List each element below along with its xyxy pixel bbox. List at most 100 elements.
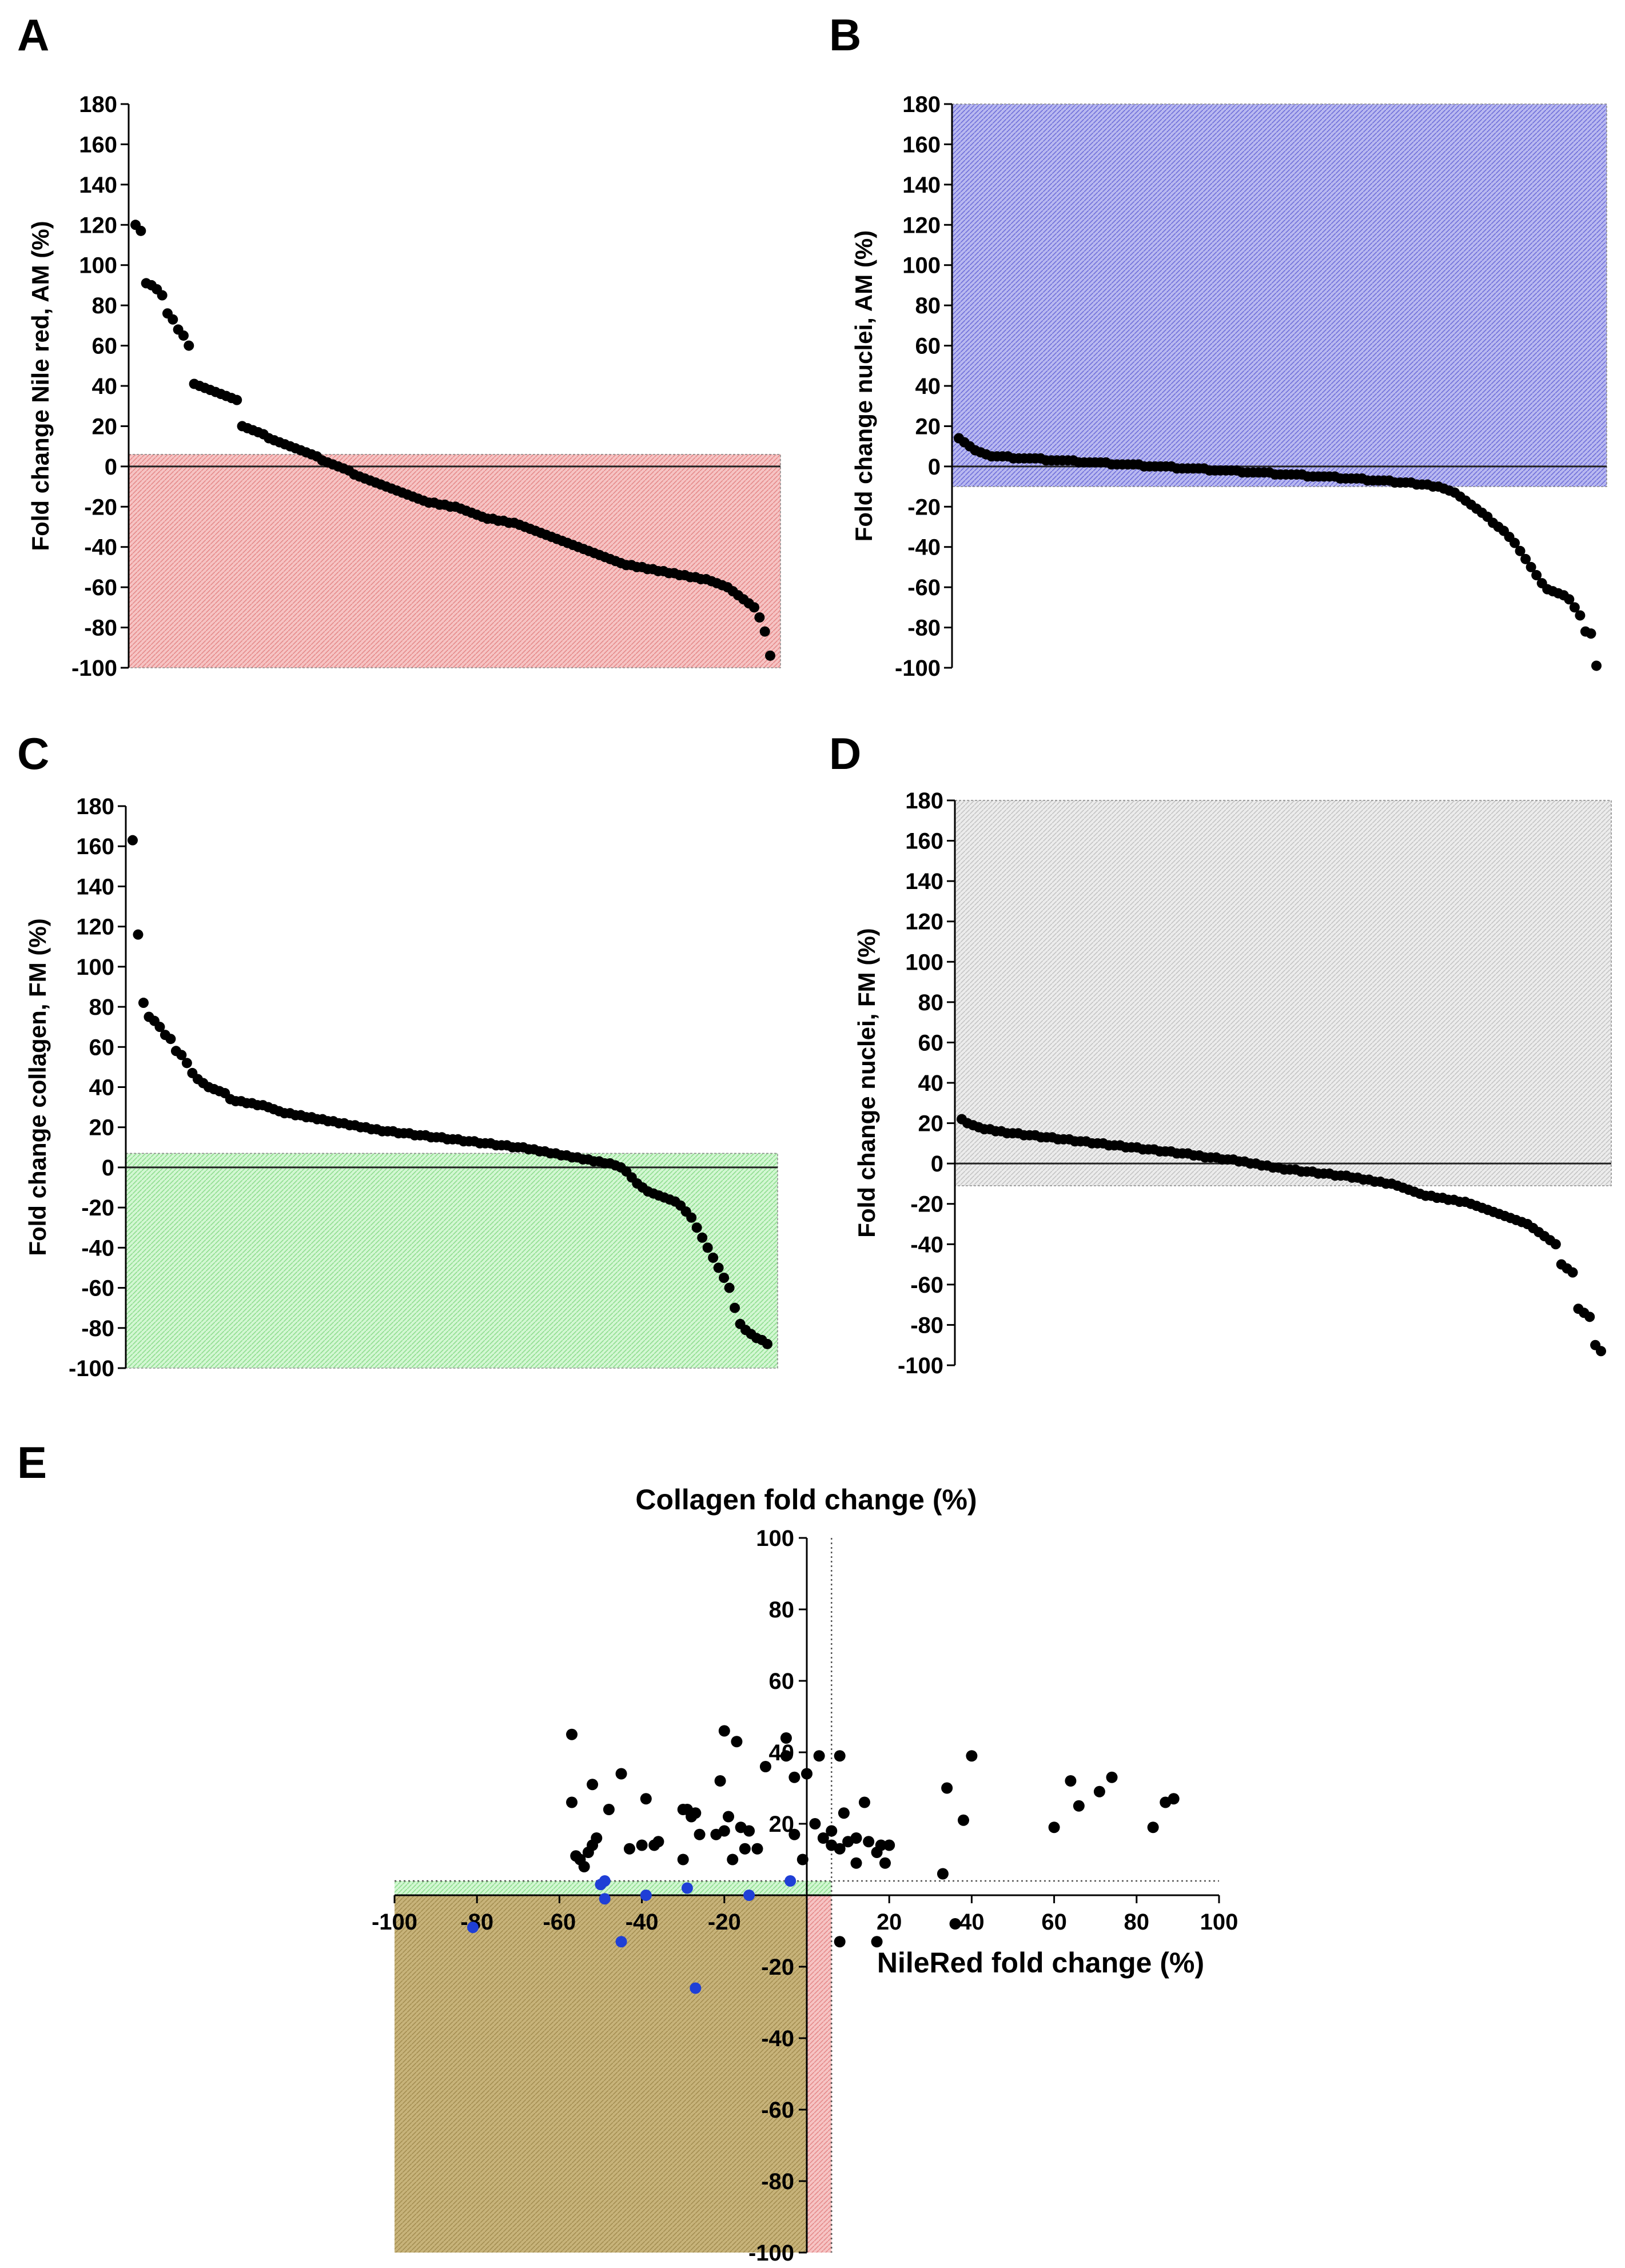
y-tick-label: -60 xyxy=(761,2098,794,2123)
black-data-point xyxy=(636,1839,648,1851)
black-data-point xyxy=(875,1839,887,1851)
y-tick-label: 40 xyxy=(918,1071,944,1096)
black-data-point xyxy=(751,1843,763,1855)
black-data-point xyxy=(796,1854,808,1866)
y-tick-label: 0 xyxy=(105,455,117,480)
y-tick-label: 80 xyxy=(92,293,118,318)
data-point xyxy=(719,1273,730,1284)
blue-data-point xyxy=(640,1890,652,1901)
data-point xyxy=(697,1232,708,1243)
y-tick-label: 120 xyxy=(79,213,117,238)
y-tick-label: 40 xyxy=(89,1075,115,1101)
y-tick-label: -40 xyxy=(81,1235,114,1261)
black-data-point xyxy=(788,1771,800,1783)
y-axis-label: Fold change Nile red, AM (%) xyxy=(27,221,54,551)
black-data-point xyxy=(937,1868,949,1880)
y-tick-label: 180 xyxy=(79,92,117,117)
data-point xyxy=(1586,628,1596,639)
data-point xyxy=(165,1034,176,1045)
data-point xyxy=(138,998,149,1009)
y-tick-label: 0 xyxy=(102,1155,114,1181)
blue-data-point xyxy=(599,1875,611,1887)
black-data-point xyxy=(780,1750,792,1762)
y-tick-label: -60 xyxy=(907,575,941,600)
data-point xyxy=(762,1338,772,1349)
data-point xyxy=(759,626,770,637)
y-tick-label: 160 xyxy=(902,132,941,157)
black-data-point xyxy=(759,1761,771,1772)
panel-b-label: B xyxy=(829,10,861,60)
black-data-point xyxy=(879,1857,891,1869)
y-tick-label: 40 xyxy=(915,374,941,399)
highlight-region xyxy=(128,453,781,668)
data-point xyxy=(724,1282,735,1293)
y-tick-label: -100 xyxy=(71,656,117,681)
y-axis-label: Fold change nuclei, FM (%) xyxy=(853,928,880,1237)
blue-data-point xyxy=(467,1922,479,1934)
data-point xyxy=(1567,1267,1578,1278)
black-data-point xyxy=(591,1832,603,1844)
y-tick-label: 180 xyxy=(76,794,114,819)
black-data-point xyxy=(718,1825,730,1837)
black-data-point xyxy=(1093,1785,1105,1797)
data-point xyxy=(136,225,146,236)
y-tick-label: -80 xyxy=(761,2169,794,2194)
black-data-point xyxy=(640,1793,652,1805)
y-tick-label: 140 xyxy=(902,173,941,198)
y-tick-label: 100 xyxy=(902,253,941,278)
data-point xyxy=(1550,1239,1561,1250)
panel-e-label: E xyxy=(17,1437,47,1488)
panel-d-label: D xyxy=(829,728,861,779)
y-tick-label: -20 xyxy=(81,1195,114,1221)
black-data-point xyxy=(850,1832,862,1844)
y-tick-label: -100 xyxy=(69,1356,114,1381)
data-point xyxy=(1564,594,1575,605)
black-data-point xyxy=(1106,1771,1118,1783)
black-data-point xyxy=(727,1854,739,1866)
black-data-point xyxy=(603,1804,615,1815)
panel-a-label: A xyxy=(17,10,49,60)
blue-data-point xyxy=(743,1890,755,1901)
black-data-point xyxy=(850,1857,862,1869)
y-tick-label: 160 xyxy=(79,132,117,157)
black-data-point xyxy=(834,1843,846,1855)
y-tick-label: 20 xyxy=(915,414,941,439)
black-data-point xyxy=(690,1807,702,1819)
data-point xyxy=(1591,660,1602,671)
y-tick-label: 120 xyxy=(905,910,943,935)
black-data-point xyxy=(1073,1800,1085,1812)
x-tick-label: -20 xyxy=(708,1910,741,1935)
data-point xyxy=(181,1058,192,1069)
x-tick-label: -100 xyxy=(372,1910,417,1935)
y-tick-label: -60 xyxy=(84,575,117,600)
y-tick-label: -20 xyxy=(907,495,941,520)
panel-a-chart: 180 160 140 120 100 80 60 40 20 0 -20 -40 -60 -80 -100… xyxy=(27,92,781,681)
y-tick-label: 60 xyxy=(769,1669,795,1694)
panel-d-chart: 180 160 140 120 100 80 60 40 20 0 -20 -40 -60 -80 -100… xyxy=(853,788,1612,1378)
highlight-region xyxy=(954,800,1612,1186)
data-point xyxy=(1515,545,1526,556)
y-tick-label: 0 xyxy=(931,1151,943,1177)
y-tick-label: 180 xyxy=(902,92,941,117)
black-data-point xyxy=(677,1854,689,1866)
data-point xyxy=(1575,610,1586,621)
panel-b-chart: 180 160 140 120 100 80 60 40 20 0 -20 -40 -60 -80 -100… xyxy=(850,92,1607,681)
y-tick-label: 100 xyxy=(76,955,114,980)
black-data-point xyxy=(858,1796,870,1808)
y-tick-label: 120 xyxy=(902,213,941,238)
black-data-point xyxy=(941,1782,953,1794)
y-tick-label: 60 xyxy=(89,1035,115,1060)
data-point xyxy=(1531,570,1542,581)
black-data-point xyxy=(949,1918,961,1930)
y-tick-label: -80 xyxy=(81,1316,114,1341)
data-point xyxy=(1526,561,1536,572)
highlight-region xyxy=(125,1153,778,1369)
data-point xyxy=(157,290,168,301)
data-point xyxy=(178,330,189,341)
black-data-point xyxy=(566,1728,578,1740)
y-tick-label: -80 xyxy=(84,616,117,641)
y-tick-label: -60 xyxy=(910,1273,943,1298)
y-tick-label: -40 xyxy=(907,535,941,560)
black-data-point xyxy=(623,1843,635,1855)
